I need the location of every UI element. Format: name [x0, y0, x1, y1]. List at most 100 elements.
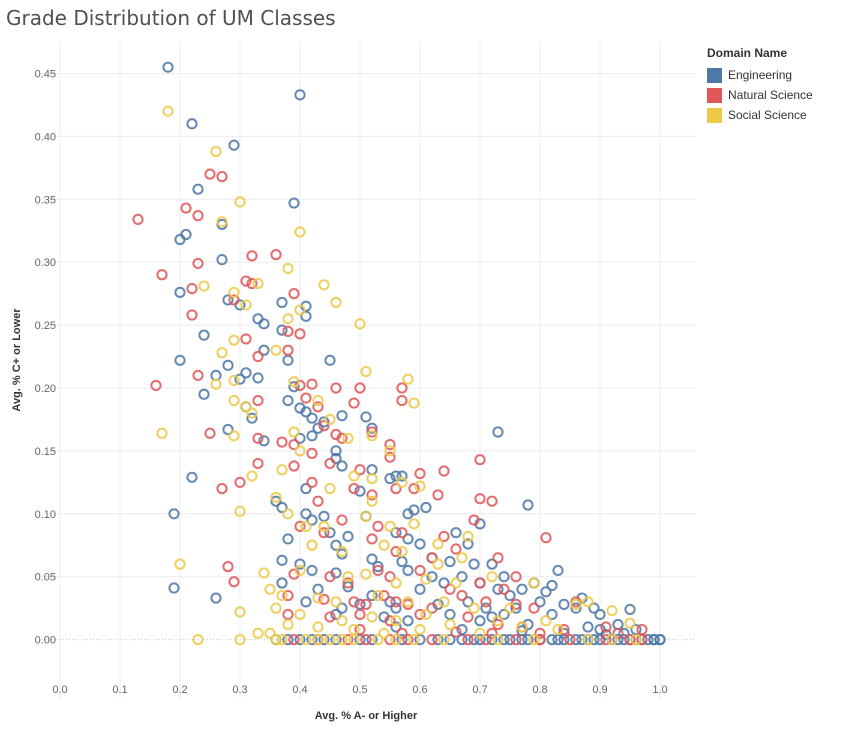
data-point — [492, 618, 504, 631]
data-point — [498, 583, 510, 595]
data-point — [282, 618, 294, 631]
data-point — [414, 623, 426, 636]
data-point — [462, 530, 474, 543]
data-point — [426, 571, 438, 583]
data-point — [456, 571, 468, 583]
data-point — [528, 602, 540, 614]
data-point — [342, 577, 354, 589]
data-point — [288, 460, 300, 472]
data-point — [462, 538, 474, 550]
data-point — [186, 118, 198, 130]
data-point — [252, 394, 264, 407]
x-tick-label: 1.0 — [652, 684, 667, 696]
y-tick-label: 0.00 — [35, 635, 56, 647]
data-point — [288, 197, 300, 209]
data-point — [372, 589, 384, 602]
data-point — [240, 333, 252, 345]
data-point — [642, 634, 654, 646]
data-point — [306, 430, 318, 442]
data-point — [342, 432, 354, 444]
data-point — [504, 634, 516, 646]
data-point — [330, 634, 342, 646]
data-point — [186, 282, 198, 295]
data-point — [408, 397, 420, 409]
data-point — [396, 556, 408, 568]
data-point — [234, 606, 246, 618]
data-point — [300, 483, 312, 495]
data-point — [450, 577, 462, 589]
data-point — [498, 634, 510, 646]
data-point — [234, 634, 246, 646]
y-tick-label: 0.25 — [35, 320, 56, 332]
data-point — [438, 577, 450, 589]
data-point — [354, 318, 366, 330]
data-point — [210, 145, 222, 158]
data-point — [288, 439, 300, 451]
data-point — [300, 310, 312, 322]
data-point — [276, 464, 288, 476]
data-point — [330, 296, 342, 309]
data-point — [366, 553, 378, 565]
data-point — [432, 489, 444, 501]
data-point — [348, 483, 360, 495]
data-point — [576, 634, 588, 646]
data-point — [408, 518, 420, 530]
x-tick-label: 0.8 — [532, 684, 547, 696]
data-point — [210, 378, 222, 390]
data-point — [216, 171, 228, 183]
data-point — [228, 394, 240, 407]
series-natural-science — [132, 168, 648, 646]
data-point — [408, 483, 420, 495]
data-point — [204, 168, 216, 180]
data-point — [168, 582, 180, 594]
data-point — [396, 382, 408, 394]
data-point — [492, 615, 504, 627]
x-tick-label: 0.5 — [352, 684, 367, 696]
data-point — [312, 634, 324, 646]
data-point — [468, 558, 480, 570]
data-point — [510, 571, 522, 583]
data-point — [282, 634, 294, 646]
data-point — [612, 634, 624, 646]
data-point — [390, 634, 402, 646]
data-point — [510, 634, 522, 646]
data-point — [306, 634, 318, 646]
legend-item-social-science[interactable]: Social Science — [707, 105, 813, 125]
data-point — [270, 249, 282, 261]
data-point — [444, 556, 456, 568]
data-point — [294, 558, 306, 570]
data-point — [168, 508, 180, 520]
data-point — [246, 412, 258, 424]
data-point — [360, 411, 372, 423]
y-tick-label: 0.40 — [35, 131, 56, 143]
data-point — [330, 596, 342, 608]
legend-label: Social Science — [728, 108, 807, 122]
data-point — [324, 413, 336, 426]
data-point — [444, 634, 456, 646]
legend-item-natural-science[interactable]: Natural Science — [707, 85, 813, 105]
data-point — [258, 318, 270, 330]
data-point — [558, 623, 570, 636]
data-point — [366, 472, 378, 485]
data-point — [240, 367, 252, 379]
data-point — [588, 602, 600, 614]
data-point — [264, 583, 276, 595]
y-tick-label: 0.45 — [35, 68, 56, 80]
data-point — [366, 495, 378, 507]
data-point — [330, 445, 342, 457]
data-point — [360, 366, 372, 378]
data-point — [390, 483, 402, 495]
data-point — [198, 329, 210, 341]
data-point — [354, 623, 366, 636]
data-point — [546, 634, 558, 646]
data-point — [288, 376, 300, 388]
data-point — [330, 608, 342, 621]
data-point — [498, 608, 510, 621]
y-tick-label: 0.15 — [35, 446, 56, 458]
data-point — [522, 634, 534, 646]
data-point — [366, 533, 378, 545]
data-point — [294, 328, 306, 340]
legend-title: Domain Name — [707, 46, 788, 60]
legend-item-engineering[interactable]: Engineering — [707, 65, 813, 85]
